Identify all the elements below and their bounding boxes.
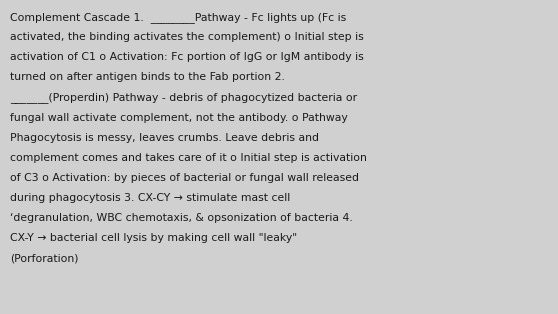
Text: fungal wall activate complement, not the antibody. o Pathway: fungal wall activate complement, not the… (10, 113, 348, 123)
Text: Complement Cascade 1.  ________Pathway - Fc lights up (Fc is: Complement Cascade 1. ________Pathway - … (10, 12, 347, 23)
Text: during phagocytosis 3. CX-CY → stimulate mast cell: during phagocytosis 3. CX-CY → stimulate… (10, 193, 290, 203)
Text: complement comes and takes care of it o Initial step is activation: complement comes and takes care of it o … (10, 153, 367, 163)
Text: activated, the binding activates the complement) o Initial step is: activated, the binding activates the com… (10, 32, 364, 42)
Text: Phagocytosis is messy, leaves crumbs. Leave debris and: Phagocytosis is messy, leaves crumbs. Le… (10, 133, 319, 143)
Text: activation of C1 o Activation: Fc portion of IgG or IgM antibody is: activation of C1 o Activation: Fc portio… (10, 52, 364, 62)
Text: _______(Properdin) Pathway - debris of phagocytized bacteria or: _______(Properdin) Pathway - debris of p… (10, 93, 357, 103)
Text: (Porforation): (Porforation) (10, 254, 79, 263)
Text: turned on after antigen binds to the Fab portion 2.: turned on after antigen binds to the Fab… (10, 72, 285, 82)
Text: of C3 o Activation: by pieces of bacterial or fungal wall released: of C3 o Activation: by pieces of bacteri… (10, 173, 359, 183)
Text: CX-Y → bacterial cell lysis by making cell wall "leaky": CX-Y → bacterial cell lysis by making ce… (10, 234, 297, 243)
Text: ‘degranulation, WBC chemotaxis, & opsonization of bacteria 4.: ‘degranulation, WBC chemotaxis, & opsoni… (10, 213, 353, 223)
